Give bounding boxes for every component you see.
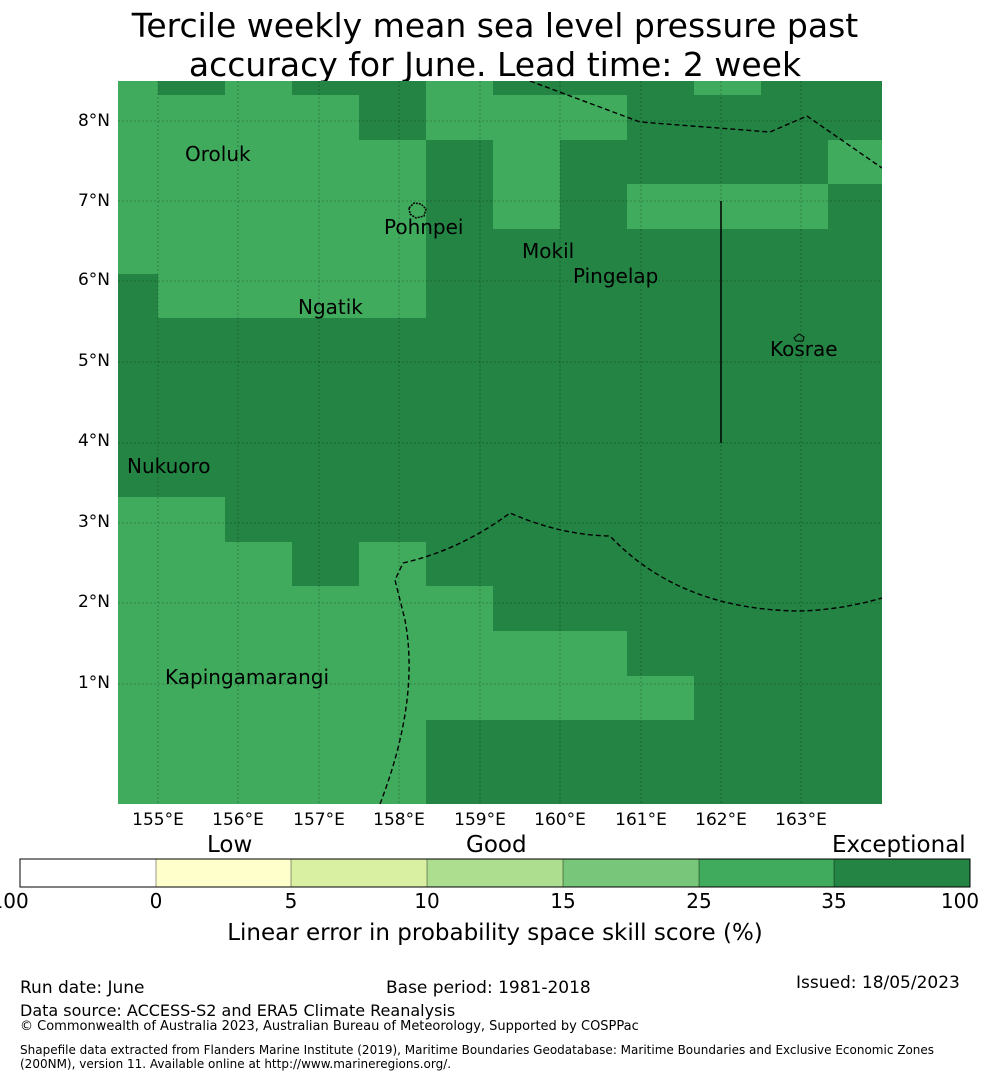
- place-label-pingelap: Pingelap: [573, 264, 658, 288]
- colorbar-tick-10: 10: [414, 889, 440, 913]
- place-label-kosrae: Kosrae: [770, 337, 838, 361]
- good-region-northwest: [118, 81, 426, 318]
- colorbar-tick-35: 35: [821, 889, 847, 913]
- lat-label-6n: 6°N: [77, 270, 110, 290]
- lat-label-8n: 8°N: [77, 111, 110, 131]
- lon-label-155e: 155°E: [132, 810, 184, 830]
- good-region-central-east: [627, 184, 828, 229]
- place-label-mokil: Mokil: [522, 239, 574, 263]
- base-period: Base period: 1981-2018: [386, 978, 591, 998]
- colorbar-segment-5: [699, 859, 834, 887]
- colorbar-tick-25: 25: [686, 889, 712, 913]
- lat-label-3n: 3°N: [77, 512, 110, 532]
- copyright: © Commonwealth of Australia 2023, Austra…: [20, 1019, 639, 1034]
- lon-label-160e: 160°E: [534, 810, 586, 830]
- colorbar-segment-4: [563, 859, 699, 887]
- lat-label-2n: 2°N: [77, 592, 110, 612]
- pohnpei-island-outline: [408, 202, 427, 219]
- place-label-nukuoro: Nukuoro: [127, 454, 211, 478]
- chart-title-line2: accuracy for June. Lead time: 2 week: [188, 45, 802, 84]
- lat-label-4n: 4°N: [77, 431, 110, 451]
- colorbar-title: Linear error in probability space skill …: [227, 920, 763, 946]
- place-label-oroluk: Oroluk: [185, 142, 251, 166]
- colorbar-segment-0: [20, 859, 156, 887]
- lon-label-159e: 159°E: [454, 810, 506, 830]
- shapefile-credit-line2: (200NM), version 11. Available online at…: [20, 1057, 452, 1071]
- skill-score-map: Oroluk Pohnpei Mokil Pingelap Ngatik Kos…: [118, 81, 882, 804]
- colorbar-segment-6: [834, 859, 970, 887]
- lon-label-162e: 162°E: [695, 810, 747, 830]
- lon-label-158e: 158°E: [373, 810, 425, 830]
- colorbar-tick-0: 0: [149, 889, 163, 913]
- chart-title-line1: Tercile weekly mean sea level pressure p…: [131, 6, 859, 45]
- good-region-north-edge: [694, 81, 761, 95]
- good-regions: [118, 81, 882, 804]
- lon-label-156e: 156°E: [212, 810, 264, 830]
- colorbar-category-good: Good: [466, 832, 527, 858]
- lat-label-1n: 1°N: [77, 673, 110, 693]
- lon-label-157e: 157°E: [293, 810, 345, 830]
- colorbar-category-low: Low: [207, 832, 253, 858]
- lat-label-5n: 5°N: [77, 351, 110, 371]
- colorbar: [19, 858, 971, 888]
- colorbar-tick-15: 15: [550, 889, 576, 913]
- eez-boundary-south: [379, 512, 882, 804]
- colorbar-segment-1: [156, 859, 291, 887]
- kosrae-island-outline: [793, 333, 805, 342]
- eez-boundaries: [379, 81, 882, 804]
- lon-label-163e: 163°E: [775, 810, 827, 830]
- good-region-south: [118, 497, 493, 804]
- colorbar-tick-100: 100: [940, 889, 980, 913]
- issued-date: Issued: 18/05/2023: [796, 973, 960, 993]
- colorbar-category-exceptional: Exceptional: [832, 832, 966, 858]
- data-source: Data source: ACCESS-S2 and ERA5 Climate …: [20, 1001, 456, 1020]
- lon-label-161e: 161°E: [615, 810, 667, 830]
- good-region-east: [828, 140, 882, 184]
- colorbar-segment-3: [427, 859, 563, 887]
- run-date: Run date: June: [20, 978, 145, 998]
- good-region-north: [426, 81, 627, 229]
- shapefile-credit-line1: Shapefile data extracted from Flanders M…: [20, 1043, 935, 1057]
- colorbar-segment-2: [291, 859, 427, 887]
- good-region-southeast: [493, 631, 694, 720]
- place-label-pohnpei: Pohnpei: [384, 215, 464, 239]
- colorbar-tick--100: -100: [0, 889, 29, 913]
- colorbar-tick-5: 5: [284, 889, 298, 913]
- place-label-ngatik: Ngatik: [298, 295, 363, 319]
- lat-label-7n: 7°N: [77, 191, 110, 211]
- place-label-kapingamarangi: Kapingamarangi: [165, 665, 329, 689]
